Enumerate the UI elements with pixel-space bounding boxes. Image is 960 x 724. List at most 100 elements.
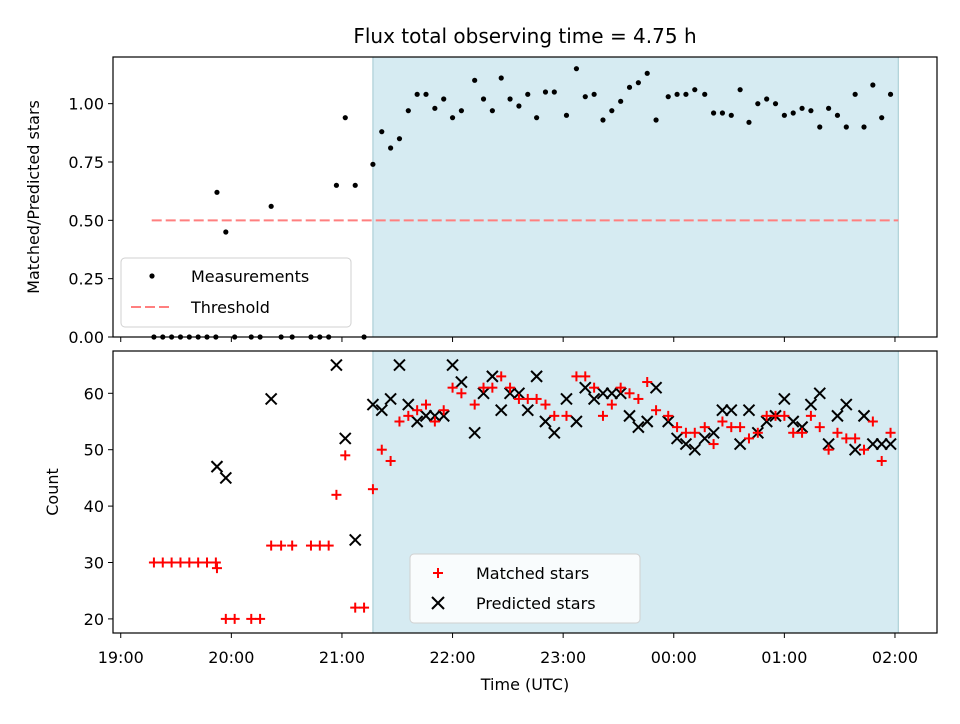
matched-star-point — [340, 450, 351, 461]
predicted-star-point — [716, 404, 729, 417]
matched-star-point — [385, 455, 396, 466]
top-y-tick-label: 0.00 — [68, 328, 104, 347]
bottom-x-axis: 19:00 20:00 21:00 22:00 23:00 00:00 01:00 02:00 — [98, 633, 918, 667]
predicted-star-point — [698, 432, 711, 445]
matched-star-point — [589, 382, 600, 393]
predicted-star-point — [884, 437, 897, 451]
measurement-point — [702, 91, 708, 97]
measurement-point — [342, 115, 348, 121]
x-tick-label: 00:00 — [651, 648, 697, 667]
matched-star-point — [606, 399, 617, 410]
x-tick-label: 19:00 — [98, 648, 144, 667]
measurement-point — [843, 124, 849, 130]
measurement-point — [879, 115, 885, 121]
measurement-point — [472, 77, 478, 83]
predicted-star-point — [813, 387, 826, 400]
measurement-point — [790, 110, 796, 116]
matched-star-point — [202, 557, 213, 568]
measurement-point — [525, 91, 531, 97]
measurement-point — [432, 105, 438, 111]
matched-star-point — [287, 540, 298, 551]
matched-star-point — [266, 540, 277, 551]
matched-star-point — [210, 557, 221, 568]
predicted-star-point — [521, 404, 534, 417]
predicted-star-point — [579, 381, 592, 394]
matched-star-point — [314, 540, 325, 551]
matched-star-point — [726, 422, 737, 433]
predicted-star-point — [210, 460, 224, 473]
matched-star-point — [421, 399, 432, 410]
top-x-ticks — [120, 337, 896, 342]
predicted-star-point — [787, 415, 800, 428]
predicted-star-point — [778, 392, 791, 406]
measurement-point — [817, 124, 823, 130]
matched-star-point — [850, 433, 861, 444]
matched-star-point — [456, 388, 467, 399]
top-shaded-span — [372, 56, 899, 338]
predicted-star-point — [428, 409, 442, 423]
bottom-plot-frame — [112, 350, 938, 634]
measurement-point — [626, 84, 633, 90]
predicted-star-point — [596, 387, 610, 400]
measurement-point — [573, 66, 580, 72]
predicted-star-point — [437, 409, 450, 423]
bottom-y-tick-label: 30 — [84, 554, 104, 573]
matched-star-point — [376, 444, 387, 455]
matched-star-point — [689, 427, 700, 438]
predicted-star-point — [733, 437, 747, 451]
measurement-point — [591, 91, 597, 97]
measurement-point — [665, 94, 671, 100]
predicted-star-point — [330, 358, 343, 372]
matched-star-point — [496, 371, 507, 382]
predicted-star-point — [570, 415, 583, 428]
bottom-y-axis: 20 30 40 50 60 — [84, 384, 113, 629]
top-y-tick-label: 1.00 — [68, 95, 104, 114]
predicted-star-points — [210, 358, 897, 547]
matched-star-point — [876, 455, 887, 466]
predicted-star-point — [402, 398, 415, 411]
measurement-point — [887, 91, 894, 97]
matched-star-point — [323, 540, 334, 551]
measurement-point — [441, 96, 447, 102]
measurement-point — [781, 112, 787, 118]
measurement-point — [534, 115, 540, 121]
measurement-point — [333, 182, 340, 188]
predicted-star-point — [503, 387, 517, 400]
matched-star-point — [166, 557, 177, 568]
measurement-point — [719, 110, 726, 116]
predicted-star-point — [560, 392, 573, 406]
matched-star-point — [429, 416, 440, 427]
measurement-point — [772, 101, 779, 107]
matched-star-point — [743, 433, 754, 444]
bottom-y-tick-label: 50 — [84, 441, 104, 460]
bottom-y-tick-label: 60 — [84, 384, 104, 403]
measurement-point — [870, 82, 876, 88]
measurement-point — [480, 96, 487, 102]
matched-star-point — [531, 393, 542, 404]
top-panel: 0.00 0.25 0.50 0.75 1.00 Matched/Predicted s… — [24, 56, 938, 347]
predicted-star-point — [366, 398, 380, 411]
measurement-point — [755, 101, 761, 107]
measurement-point — [737, 87, 743, 93]
x-axis-label: Time (UTC) — [480, 675, 569, 694]
measurement-point — [653, 117, 659, 123]
predicted-star-point — [486, 370, 499, 383]
predicted-star-point — [632, 420, 645, 434]
matched-star-point — [255, 613, 266, 624]
predicted-star-point — [795, 420, 809, 434]
predicted-star-point — [446, 358, 459, 372]
measurement-point — [223, 229, 229, 235]
x-tick-label: 01:00 — [761, 648, 807, 667]
measurement-point — [644, 70, 650, 76]
measurement-point — [600, 117, 606, 123]
predicted-star-point — [548, 426, 561, 439]
matched-star-point — [642, 377, 653, 388]
x-tick-label: 21:00 — [319, 648, 365, 667]
matched-star-point — [788, 427, 799, 438]
predicted-star-point — [662, 415, 675, 428]
measurement-point — [458, 108, 465, 114]
measurement-point — [618, 98, 624, 104]
matched-star-point — [571, 371, 582, 382]
top-legend: Measurements Threshold — [120, 257, 352, 328]
